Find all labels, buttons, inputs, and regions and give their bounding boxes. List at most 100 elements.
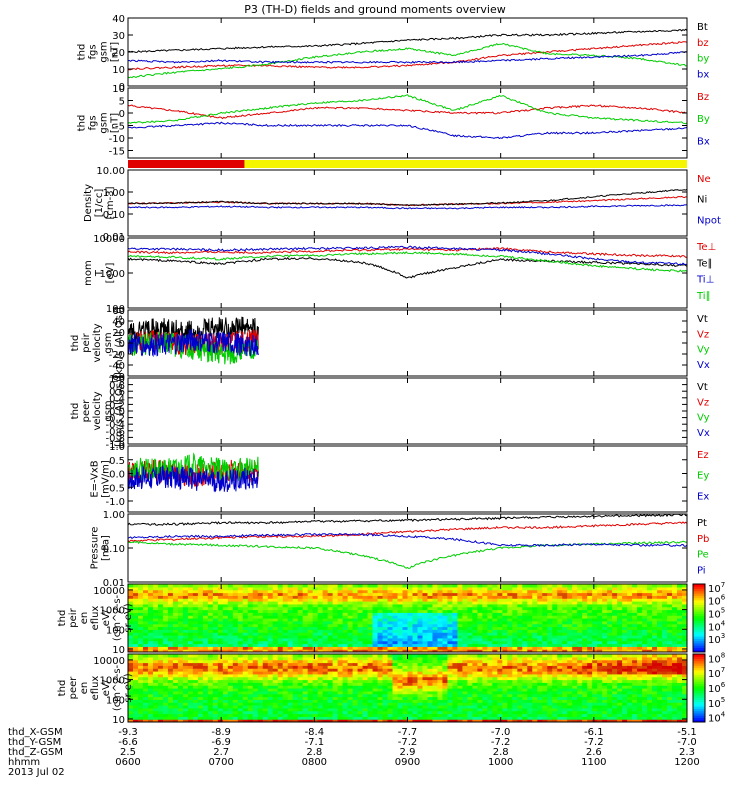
heatmap-cell (312, 656, 319, 661)
heatmap-cell (262, 606, 269, 611)
heatmap-cell (272, 601, 279, 605)
heatmap-cell (367, 690, 374, 695)
heatmap-cell (452, 632, 459, 636)
heatmap-cell (342, 646, 349, 650)
heatmap-cell (482, 643, 488, 647)
heatmap-cell (352, 693, 359, 698)
heatmap-cell (577, 595, 583, 599)
heatmap-cell (317, 707, 324, 712)
heatmap-cell (327, 679, 334, 683)
heatmap-cell (332, 592, 339, 596)
heatmap-cell (237, 702, 244, 706)
heatmap-cell (162, 612, 169, 616)
heatmap-cell (427, 626, 434, 630)
heatmap-cell (252, 679, 259, 683)
heatmap-cell (157, 702, 164, 706)
series-density-1 (128, 188, 687, 207)
heatmap-cell (217, 710, 224, 715)
heatmap-cell (497, 601, 503, 605)
heatmap-cell (632, 646, 638, 650)
heatmap-cell (312, 679, 319, 683)
heatmap-cell (262, 623, 269, 628)
heatmap-cell (532, 635, 538, 639)
heatmap-cell (322, 595, 329, 599)
heatmap-cell (247, 679, 254, 683)
heatmap-cell (552, 629, 558, 633)
heatmap-cell (437, 586, 444, 591)
heatmap-cell (567, 635, 573, 639)
heatmap-cell (597, 629, 603, 633)
heatmap-cell (652, 637, 658, 642)
heatmap-cell (207, 688, 214, 692)
heatmap-cell (682, 643, 687, 647)
heatmap-cell (192, 592, 199, 596)
heatmap-cell (327, 589, 334, 594)
heatmap-cell (417, 702, 424, 706)
heatmap-cell (577, 603, 583, 608)
heatmap-cell (317, 615, 324, 619)
heatmap-cell (257, 662, 264, 666)
heatmap-cell (512, 640, 518, 645)
heatmap-cell (457, 612, 463, 616)
heatmap-cell (562, 592, 568, 596)
heatmap-cell (472, 676, 478, 681)
heatmap-cell (622, 635, 628, 639)
heatmap-cell (287, 676, 294, 681)
heatmap-cell (307, 626, 314, 630)
heatmap-cell (307, 685, 314, 689)
heatmap-cell (477, 609, 483, 613)
heatmap-cell (512, 589, 518, 594)
heatmap-cell (637, 618, 643, 622)
heatmap-cell (427, 598, 434, 602)
heatmap-cell (227, 635, 234, 639)
heatmap-cell (427, 671, 434, 675)
heatmap-cell (247, 707, 254, 712)
heatmap-cell (252, 632, 259, 636)
heatmap-cell (512, 612, 518, 616)
heatmap-cell (457, 665, 463, 669)
heatmap-cell (307, 665, 314, 669)
heatmap-cell (522, 598, 528, 602)
heatmap-cell (472, 710, 478, 715)
heatmap-cell (317, 589, 324, 594)
heatmap-cell (387, 612, 394, 616)
heatmap-cell (347, 719, 354, 722)
heatmap-cell (172, 615, 179, 619)
heatmap-cell (437, 654, 444, 658)
heatmap-cell (147, 707, 154, 712)
heatmap-cell (607, 592, 613, 596)
heatmap-cell (652, 615, 658, 619)
heatmap-cell (227, 659, 234, 664)
heatmap-cell (462, 592, 468, 596)
heatmap-cell (352, 679, 359, 683)
heatmap-cell (247, 623, 254, 628)
heatmap-cell (372, 656, 379, 661)
heatmap-cell (142, 635, 149, 639)
heatmap-cell (447, 601, 454, 605)
heatmap-cell (247, 592, 254, 596)
heatmap-cell (337, 643, 344, 647)
heatmap-cell (257, 646, 264, 650)
heatmap-cell (412, 654, 419, 658)
heatmap-cell (352, 710, 359, 715)
heatmap-cell (372, 609, 379, 613)
legend-entry: Te∥ (696, 258, 713, 269)
heatmap-cell (407, 643, 414, 647)
heatmap-cell (172, 654, 179, 658)
heatmap-cell (187, 615, 194, 619)
heatmap-cell (512, 632, 518, 636)
heatmap-cell (177, 673, 184, 678)
heatmap-cell (502, 702, 508, 706)
heatmap-cell (457, 626, 463, 630)
heatmap-cell (157, 632, 164, 636)
heatmap-cell (632, 586, 638, 591)
heatmap-cell (372, 598, 379, 602)
heatmap-cell (132, 592, 139, 596)
heatmap-cell (662, 606, 668, 611)
heatmap-cell (317, 609, 324, 613)
heatmap-cell (172, 696, 179, 700)
heatmap-cell (492, 716, 498, 720)
heatmap-cell (452, 685, 459, 689)
heatmap-cell (507, 626, 513, 630)
